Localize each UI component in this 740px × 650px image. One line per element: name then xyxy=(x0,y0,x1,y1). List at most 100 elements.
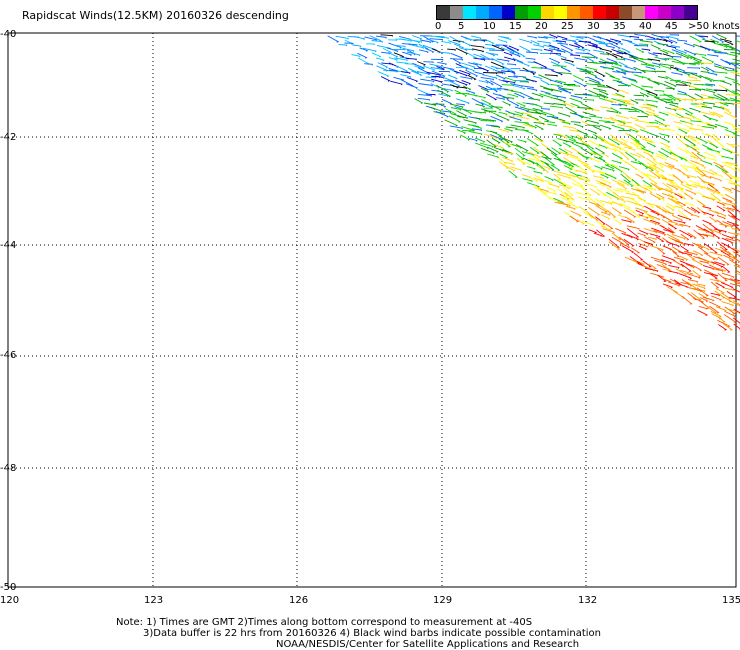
wind-barb xyxy=(736,35,740,37)
wind-barb xyxy=(685,125,698,131)
wind-barb xyxy=(640,63,655,68)
wind-barb xyxy=(676,69,691,76)
wind-barb xyxy=(724,164,737,172)
wind-barb xyxy=(490,106,503,109)
wind-barb xyxy=(709,278,720,283)
wind-barb xyxy=(610,107,622,115)
wind-barb xyxy=(461,62,476,69)
wind-barb xyxy=(546,186,557,192)
wind-barb xyxy=(686,206,697,213)
wind-barb xyxy=(726,94,740,97)
wind-barb xyxy=(426,93,436,96)
legend-label-50-knots: >50 knots xyxy=(688,21,740,32)
wind-barb xyxy=(534,177,544,183)
wind-barb xyxy=(732,223,740,232)
wind-barb xyxy=(624,103,635,106)
wind-barb xyxy=(504,161,516,166)
wind-barb xyxy=(447,74,458,80)
wind-barb xyxy=(710,292,721,297)
wind-barb xyxy=(460,134,471,141)
wind-barb xyxy=(598,135,610,144)
wind-barb xyxy=(550,61,564,68)
wind-barb xyxy=(513,50,526,58)
wind-barb xyxy=(618,103,628,107)
wind-barb xyxy=(437,61,447,66)
wind-barb xyxy=(731,228,740,231)
wind-barb xyxy=(508,170,519,178)
wind-barb xyxy=(472,48,485,53)
wind-barb xyxy=(725,238,738,243)
wind-barb xyxy=(716,33,728,40)
wind-barb xyxy=(649,169,661,179)
wind-barb xyxy=(635,209,645,215)
wind-barb xyxy=(588,213,599,222)
wind-barb xyxy=(687,67,701,70)
wind-barb xyxy=(545,92,559,98)
wind-barb xyxy=(672,174,684,184)
wind-barb xyxy=(610,134,619,141)
wind-barb xyxy=(480,119,495,123)
wind-barb xyxy=(550,52,562,56)
wind-barb xyxy=(575,38,587,44)
wind-barb xyxy=(484,110,497,113)
wind-barb xyxy=(718,324,728,331)
wind-barb xyxy=(563,196,575,201)
wind-barb xyxy=(475,142,490,150)
wind-barb xyxy=(626,228,640,238)
wind-barb xyxy=(533,75,543,80)
wind-barb xyxy=(521,85,535,89)
wind-barb xyxy=(710,224,722,233)
wind-barb xyxy=(640,106,652,110)
wind-barb xyxy=(618,236,630,246)
wind-barb xyxy=(344,42,354,45)
wind-barb xyxy=(732,133,740,137)
wind-barb xyxy=(551,70,563,76)
wind-barb xyxy=(501,84,514,87)
wind-barb xyxy=(729,45,740,53)
wind-barb xyxy=(577,152,589,160)
wind-barb xyxy=(656,38,668,43)
wind-barb xyxy=(657,274,667,283)
wind-barb xyxy=(699,260,710,265)
wind-barb xyxy=(553,170,568,176)
wind-barb xyxy=(702,206,712,210)
wind-barb xyxy=(563,165,573,171)
wind-barb xyxy=(647,202,662,208)
wind-barb xyxy=(665,87,675,90)
wind-barb xyxy=(711,295,722,301)
wind-barb xyxy=(626,234,640,241)
wind-barb xyxy=(675,268,688,276)
legend-swatch-12 xyxy=(593,6,606,19)
wind-barb xyxy=(523,121,538,129)
wind-barb xyxy=(600,152,610,158)
wind-barb xyxy=(429,63,443,69)
wind-barb xyxy=(380,76,391,82)
wind-barb xyxy=(609,116,622,124)
wind-barb xyxy=(471,97,485,106)
wind-barb xyxy=(646,90,659,97)
wind-barb xyxy=(473,57,486,62)
wind-barb xyxy=(608,241,621,251)
wind-barb xyxy=(529,146,540,154)
wind-barb xyxy=(654,119,668,128)
longitude-ticks: 120 123 126 129 132 135 xyxy=(0,595,740,606)
wind-barb xyxy=(666,241,681,248)
wind-barb xyxy=(581,56,596,59)
wind-barb xyxy=(703,114,712,121)
legend-label-5: 5 xyxy=(458,21,465,32)
wind-barb xyxy=(561,66,571,73)
wind-barb xyxy=(570,210,582,217)
wind-barb xyxy=(442,110,452,114)
wind-barb xyxy=(625,132,637,140)
wind-barb xyxy=(687,232,697,239)
wind-barb xyxy=(704,186,716,194)
wind-barb xyxy=(693,83,703,86)
wind-barb xyxy=(638,214,649,219)
wind-barb xyxy=(676,80,687,86)
wind-barb xyxy=(462,65,475,72)
wind-barb xyxy=(569,165,578,173)
wind-barb xyxy=(483,47,495,51)
wind-barb xyxy=(570,121,581,124)
wind-barb xyxy=(623,209,637,218)
wind-barb xyxy=(647,58,661,62)
